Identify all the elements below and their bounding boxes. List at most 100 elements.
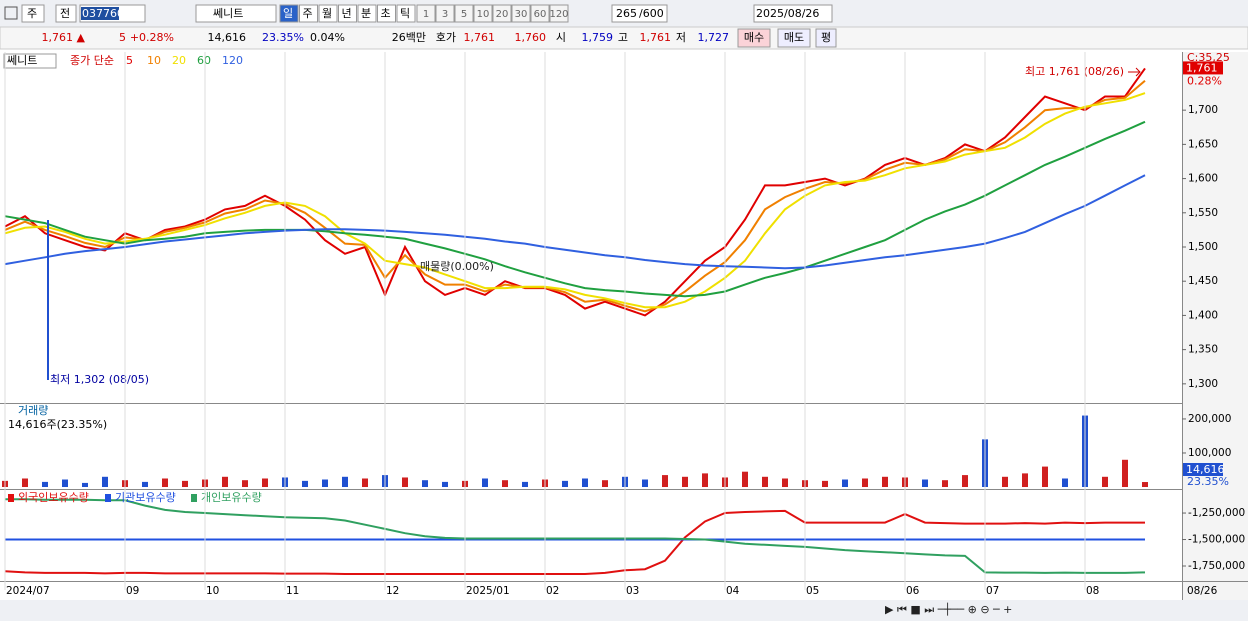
series-line [4,120,1146,298]
code[interactable]: 037760 [82,7,124,20]
interval[interactable]: 월 [322,7,332,20]
minute[interactable]: 30 [515,9,528,20]
scrollbar[interactable] [0,600,1248,621]
y-tick-label: 1,600 [1188,173,1218,185]
quote-item: 호가 [436,31,456,44]
legend-entry: 기관보유수량 [115,491,176,504]
current-price-box [1183,61,1223,75]
button[interactable] [377,4,396,23]
button[interactable] [279,4,299,23]
legend-entry: 5 [126,54,133,67]
legend-entry: 외국인보유수량 [18,491,89,504]
minute[interactable]: 5 [461,9,467,20]
button[interactable] [530,4,550,23]
interval[interactable]: 틱 [400,7,410,20]
date-input[interactable] [753,4,833,23]
volume-bar [62,479,68,487]
button[interactable] [318,4,338,23]
volume-bar [962,475,968,487]
minute[interactable]: 60 [534,9,547,20]
trade-label[interactable]: 평 [821,31,831,44]
volume-bar [862,478,868,487]
button[interactable] [357,4,377,23]
button[interactable] [435,4,455,23]
interval[interactable]: 분 [361,7,371,20]
legend-swatch [8,494,14,502]
trade-button[interactable] [737,28,771,48]
y-tick-label: 1,400 [1188,309,1218,321]
volume-bar [242,480,248,487]
quote-item: 23.35% [262,31,304,44]
quote-item: 1,760 [515,31,547,44]
quote-item: 1,727 [698,31,730,44]
interval[interactable]: 년 [342,7,352,20]
volume-bar [882,476,888,487]
button[interactable] [396,4,416,23]
button[interactable] [416,4,436,23]
volume-bar [522,481,528,487]
high-annotation: 최고 1,761 (08/26) [1025,65,1124,78]
mode[interactable]: 전 [60,7,70,20]
minute[interactable]: 120 [549,9,568,20]
button[interactable] [21,4,45,23]
trade-button[interactable] [777,28,811,48]
quote-item: +0.28% [130,31,174,44]
volume-bar [582,478,588,487]
quote-item: 1,761 ▲ [42,31,86,44]
interval[interactable]: 초 [381,7,391,20]
volume-bar [182,480,188,487]
name-input[interactable] [195,4,277,23]
menu-icon[interactable] [4,6,18,20]
volume-bar [842,479,848,487]
button[interactable] [454,4,474,23]
button[interactable] [473,4,493,23]
volume-bar [402,477,408,487]
interval[interactable]: 일 [283,6,293,20]
button[interactable] [511,4,531,23]
x-tick-label: 06 [906,585,920,597]
button[interactable] [492,4,512,23]
count-input[interactable] [611,4,668,23]
period[interactable]: 주 [27,7,37,20]
current-price: 1,761 [1186,61,1218,74]
minute[interactable]: 3 [442,9,448,20]
nav-icons[interactable]: ▶ ⏮ ■ ⏭ ─┼── ⊕ ⊖ ─ + [885,602,1012,616]
x-tick-label: 03 [626,585,639,597]
minute[interactable]: 1 [423,9,429,20]
quote-item: 14,616 [208,31,247,44]
volume-bar [642,479,648,487]
volume-bar [1122,459,1128,487]
volume-bar [162,478,168,487]
quote-item: 1,761 [464,31,496,44]
change-rate: 0.28% [1187,74,1222,87]
volume-subtitle: 14,616주(23.35%) [8,418,107,431]
volume-bar [922,479,928,487]
trade-button[interactable] [815,28,837,48]
button[interactable] [549,4,569,23]
volume-bar [762,476,768,487]
minute[interactable]: 10 [477,9,490,20]
trade-label[interactable]: 매수 [744,31,764,44]
button[interactable] [55,4,77,23]
minute[interactable]: 20 [496,9,509,20]
volume-bar [1062,478,1068,487]
name-tag[interactable] [3,53,57,69]
volume-bar [302,480,308,487]
stock-name[interactable]: 쎄니트 [213,7,243,20]
date[interactable]: 2025/08/26 [756,7,819,20]
button[interactable] [299,4,318,23]
volume-bar [342,476,348,487]
volume-bar [822,480,828,487]
corner-label: C:35,25 [1187,51,1230,64]
volume-current-box [1183,463,1223,476]
quote-item: 시 [556,31,566,44]
volume-bar [142,481,148,487]
trade-label[interactable]: 매도 [784,31,804,44]
interval[interactable]: 주 [303,7,313,20]
series-line [4,67,1146,317]
quote-bg [0,26,1248,50]
button[interactable] [338,4,357,23]
series-line [4,92,1146,309]
volume-bar [322,479,328,487]
